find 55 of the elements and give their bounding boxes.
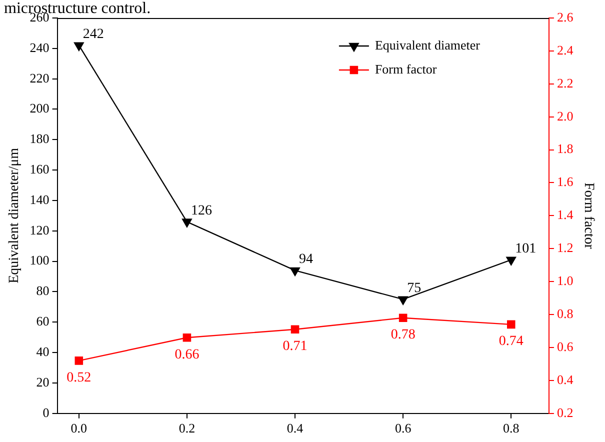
y2-tick-label: 1.6 — [556, 174, 574, 190]
y2-tick-label: 0.6 — [556, 338, 574, 354]
y-tick-label: 160 — [30, 162, 50, 176]
point — [74, 356, 84, 365]
y-tick-label: 120 — [30, 222, 50, 238]
point — [290, 325, 300, 334]
y2-tick-label: 2.2 — [556, 75, 574, 90]
x-tick-label: 0.8 — [503, 420, 520, 436]
point — [74, 42, 84, 51]
y2-tick-label: 1.4 — [556, 207, 574, 222]
y2-tick-label: 0.4 — [556, 372, 574, 387]
point — [506, 320, 516, 329]
y2-axis-title: Form factor — [580, 182, 596, 250]
x-tick-label: 0.6 — [394, 420, 412, 436]
y-tick-label: 240 — [30, 40, 50, 55]
point — [182, 333, 192, 342]
y2-tick-label: 1.2 — [556, 240, 574, 256]
point — [398, 314, 408, 322]
y-tick-label: 200 — [30, 100, 50, 116]
x-tick-label: 0.2 — [178, 420, 196, 436]
y-tick-label: 80 — [36, 283, 50, 298]
data-label: 0.78 — [390, 328, 416, 343]
legend-label: Equivalent diameter — [374, 37, 481, 52]
legend-label: Form factor — [374, 61, 438, 76]
y-tick-label: 220 — [30, 70, 50, 86]
data-label: 0.66 — [174, 347, 200, 362]
data-label: 75 — [407, 281, 422, 296]
data-label: 242 — [82, 27, 104, 42]
y2-tick-label: 2.6 — [556, 9, 574, 24]
point — [182, 218, 192, 228]
y2-tick-label: 2.4 — [556, 42, 574, 58]
data-label: 101 — [515, 241, 536, 256]
y-tick-label: 0 — [42, 404, 50, 420]
y-tick-label: 140 — [30, 192, 50, 207]
y-tick-label: 60 — [36, 314, 50, 329]
y-axis-title: Equivalent diameter/μm — [7, 148, 22, 284]
y-tick-label: 20 — [36, 374, 50, 390]
y2-tick-label: 2.0 — [556, 108, 574, 124]
y2-tick-label: 0.8 — [556, 306, 574, 321]
data-label: 126 — [190, 203, 212, 218]
y-tick-label: 40 — [36, 344, 50, 359]
y2-tick-label: 1.8 — [556, 141, 574, 156]
point — [290, 267, 300, 276]
y2-tick-label: 1.0 — [556, 273, 574, 288]
y-tick-label: 100 — [30, 252, 50, 268]
point — [398, 296, 408, 305]
x-tick-label: 0.4 — [286, 420, 304, 436]
point — [506, 256, 516, 266]
data-label: 0.71 — [282, 339, 308, 354]
data-label: 94 — [299, 252, 314, 268]
y-tick-label: 180 — [30, 131, 50, 146]
data-label: 0.52 — [66, 370, 92, 386]
y2-tick-label: 0.2 — [556, 404, 574, 420]
data-label: 0.74 — [498, 334, 524, 350]
x-tick-label: 0.0 — [70, 420, 88, 436]
